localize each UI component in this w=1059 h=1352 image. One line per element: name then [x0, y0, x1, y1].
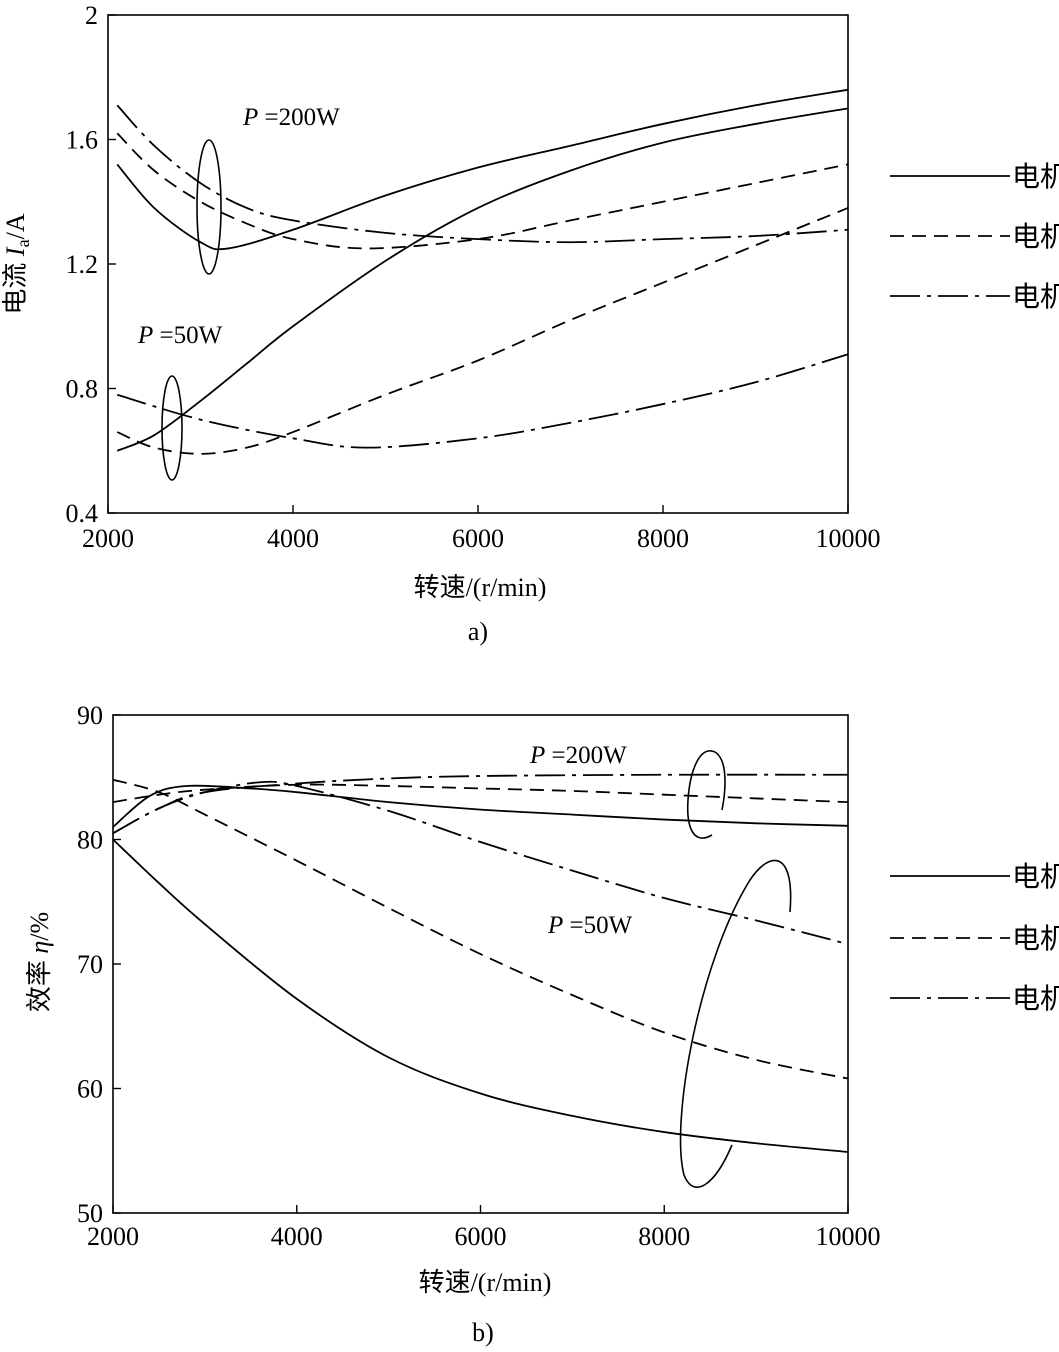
plot-frame: [107, 14, 849, 514]
chart-a-current: 2000 4000 6000 8000 10000 0.4 0.8 1.2 1.6 2 P =20…: [1, 1, 1059, 646]
group-ellipse-200w-tail: [714, 751, 726, 811]
series-line-3-50w: [116, 353, 849, 449]
group-ellipse-50w: [679, 859, 792, 1188]
series-line-2-200w: [112, 783, 849, 804]
group-ellipse-200w: [686, 750, 716, 839]
group-ellipse-50w: [161, 375, 183, 481]
ticks: 2000 4000 6000 8000 10000 0.4 0.8 1.2 1.6 2: [66, 1, 881, 553]
x-tick-label: 6000: [455, 1222, 507, 1251]
annotation-50w: P =50W: [137, 322, 223, 349]
legend-label-motor1: 电机1: [1012, 161, 1059, 193]
y-tick-label: 50: [77, 1199, 103, 1228]
series-line-2-50w: [112, 778, 849, 1080]
series-line-1-200w: [116, 88, 849, 251]
y-tick-label: 0.4: [66, 499, 99, 528]
curves: [112, 773, 849, 1153]
x-tick-label: 4000: [267, 524, 319, 553]
y-tick-label: 80: [77, 826, 103, 855]
y-tick-label: 2: [85, 1, 98, 30]
series-line-2-50w: [116, 207, 849, 455]
y-tick-label: 1.2: [66, 250, 99, 279]
y-tick-label: 60: [77, 1075, 103, 1104]
y-axis-label: 电流 Ia/A: [1, 213, 33, 314]
series-line-1-50w: [116, 107, 849, 452]
y-tick-label: 1.6: [66, 126, 99, 155]
series-line-3-50w: [112, 780, 849, 945]
group-ellipse-200w: [196, 139, 222, 275]
legend-label-motor3: 电机3: [1012, 281, 1059, 313]
x-tick-label: 2000: [82, 524, 134, 553]
panel-label: a): [468, 617, 488, 646]
annotation-50w: P =50W: [547, 912, 633, 939]
annotation-200w: P =200W: [529, 742, 627, 769]
series-line-1-200w: [112, 784, 849, 828]
x-tick-label: 10000: [816, 524, 881, 553]
x-tick-label: 6000: [452, 524, 504, 553]
x-tick-label: 8000: [637, 524, 689, 553]
panel-label: b): [472, 1318, 494, 1347]
series-line-1-50w: [112, 838, 849, 1153]
legend-label-motor1: 电机1: [1012, 861, 1059, 893]
legend-label-motor2: 电机2: [1012, 221, 1059, 253]
annotation-200w: P =200W: [242, 104, 340, 131]
ticks: 2000 4000 6000 8000 10000 50 60 70 80 90: [77, 701, 881, 1251]
series-line-3-200w: [116, 104, 849, 244]
x-tick-label: 4000: [271, 1222, 323, 1251]
x-axis-label: 转速/(r/min): [414, 573, 547, 602]
curves: [116, 88, 849, 455]
x-tick-label: 2000: [87, 1222, 139, 1251]
x-tick-label: 10000: [816, 1222, 881, 1251]
legend-label-motor2: 电机2: [1012, 923, 1059, 955]
y-tick-label: 0.8: [66, 375, 99, 404]
series-line-2-200w: [116, 132, 849, 250]
y-axis-label: 效率 η/%: [25, 912, 54, 1012]
x-tick-label: 8000: [638, 1222, 690, 1251]
x-axis-label: 转速/(r/min): [419, 1268, 552, 1297]
legend-label-motor3: 电机3: [1012, 983, 1059, 1015]
legend: 电机1 电机2 电机3: [890, 861, 1059, 1015]
legend: 电机1 电机2 电机3: [890, 161, 1059, 313]
y-tick-label: 70: [77, 950, 103, 979]
y-tick-label: 90: [77, 701, 103, 730]
